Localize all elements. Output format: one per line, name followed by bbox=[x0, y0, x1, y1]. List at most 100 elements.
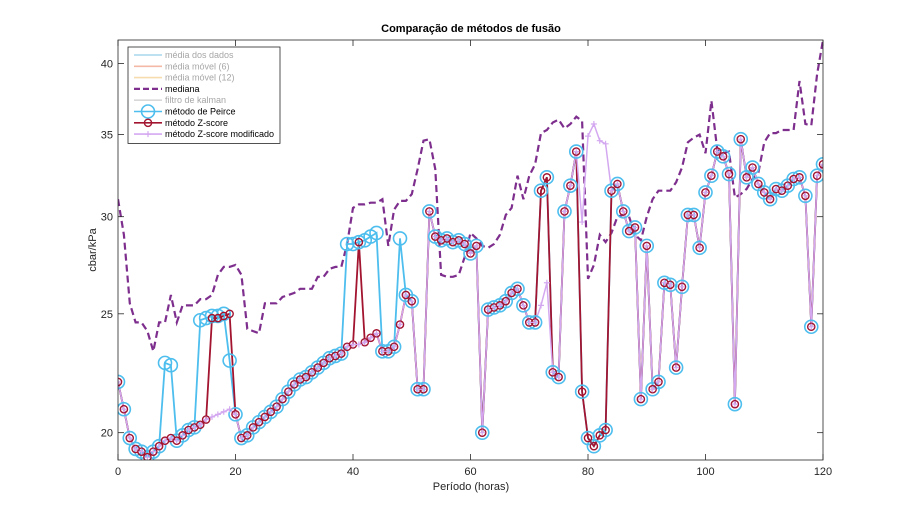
mod-zscore-point bbox=[344, 343, 351, 350]
peirce-point bbox=[809, 168, 823, 183]
mod-zscore-point bbox=[543, 279, 550, 286]
zscore-point bbox=[225, 309, 234, 319]
peirce-point bbox=[392, 231, 408, 246]
zscore-point bbox=[589, 441, 599, 451]
peirce-point bbox=[474, 425, 490, 440]
mod-zscore-point bbox=[749, 164, 756, 171]
zscore-point bbox=[730, 399, 740, 409]
mod-zscore-point bbox=[814, 172, 821, 179]
mod-zscore-point bbox=[579, 219, 586, 226]
mod-zscore-point bbox=[397, 321, 403, 328]
zscore-point bbox=[401, 290, 411, 300]
mod-zscore-point bbox=[467, 250, 474, 257]
zscore-point bbox=[289, 380, 299, 389]
mod-zscore-point bbox=[790, 175, 797, 182]
legend-box bbox=[127, 46, 281, 144]
mod-zscore-point bbox=[350, 341, 356, 348]
peirce-point bbox=[733, 131, 749, 147]
zscore-point bbox=[595, 431, 605, 440]
mod-zscore-point bbox=[773, 186, 779, 193]
zscore-point bbox=[201, 415, 211, 424]
zscore-point bbox=[477, 428, 487, 437]
chart-title: Comparação de métodos de fusão bbox=[381, 23, 561, 35]
zscore-point bbox=[542, 173, 552, 182]
peirce-point bbox=[815, 157, 823, 172]
zscore-point bbox=[748, 163, 757, 172]
mod-zscore-point bbox=[696, 244, 703, 251]
peirce-point bbox=[727, 396, 743, 412]
mod-zscore-point bbox=[714, 148, 721, 155]
zscore-point bbox=[472, 241, 481, 251]
legend-label: filtro de kalman bbox=[165, 95, 226, 105]
mod-zscore-point bbox=[138, 448, 145, 455]
mod-zscore-point bbox=[549, 369, 556, 376]
mod-zscore-point bbox=[373, 330, 380, 337]
peirce-point bbox=[657, 275, 672, 291]
mod-zscore-point bbox=[408, 298, 415, 305]
peirce-point bbox=[222, 353, 237, 368]
zscore-point bbox=[630, 223, 640, 232]
mod-zscore-point bbox=[226, 406, 233, 413]
peirce-point bbox=[198, 310, 214, 326]
zscore-point bbox=[665, 280, 675, 290]
peirce-point bbox=[615, 204, 631, 219]
peirce-point bbox=[204, 308, 220, 324]
y-tick-label: 40 bbox=[101, 58, 113, 70]
zscore-point bbox=[360, 337, 370, 347]
peirce-point bbox=[516, 298, 531, 313]
mod-zscore-point bbox=[661, 279, 668, 286]
zscore-point bbox=[660, 278, 669, 288]
mod-zscore-point bbox=[126, 435, 133, 442]
mod-zscore-point bbox=[555, 374, 562, 381]
mod-zscore-point bbox=[643, 242, 650, 249]
zscore-point bbox=[313, 363, 323, 372]
mod-zscore-point bbox=[538, 302, 544, 309]
x-tick-label: 40 bbox=[347, 466, 359, 478]
mod-zscore-point bbox=[561, 208, 568, 215]
mod-zscore-point bbox=[679, 283, 685, 290]
legend-label: método Z-score bbox=[165, 118, 228, 128]
mod-zscore-point bbox=[120, 406, 127, 413]
zscore-point bbox=[754, 179, 763, 189]
zscore-point bbox=[254, 417, 264, 427]
peirce-point bbox=[404, 293, 420, 309]
mod-zscore-point bbox=[485, 306, 492, 313]
legend-marker bbox=[145, 131, 151, 138]
mod-zscore-point bbox=[118, 378, 121, 385]
mod-zscore-point bbox=[526, 319, 533, 326]
mod-zscore-point bbox=[502, 298, 509, 305]
mod-zscore-point bbox=[708, 172, 715, 179]
zscore-point bbox=[571, 147, 581, 156]
zscore-point bbox=[178, 431, 187, 440]
zscore-point bbox=[466, 249, 475, 258]
zscore-point bbox=[712, 147, 722, 156]
zscore-point bbox=[577, 387, 587, 396]
zscore-point bbox=[372, 329, 381, 338]
mod-zscore-point bbox=[156, 443, 163, 450]
series-mediana-line bbox=[118, 40, 823, 352]
mod-zscore-point bbox=[191, 424, 198, 431]
mod-zscore-point bbox=[655, 378, 662, 385]
legend-label: mediana bbox=[165, 84, 200, 94]
zscore-point bbox=[436, 235, 446, 245]
zscore-point bbox=[501, 296, 511, 306]
y-tick-label: 20 bbox=[101, 428, 113, 440]
zscore-point bbox=[248, 423, 258, 432]
peirce-point bbox=[563, 178, 578, 193]
mod-zscore-point bbox=[420, 386, 427, 393]
peirce-point bbox=[557, 204, 572, 219]
zscore-point bbox=[560, 207, 569, 216]
mod-zscore-point bbox=[379, 348, 386, 355]
mod-zscore-point bbox=[285, 388, 292, 395]
mod-zscore-point bbox=[209, 413, 215, 420]
zscore-point bbox=[148, 447, 158, 456]
mod-zscore-point bbox=[514, 285, 521, 292]
mod-zscore-point bbox=[637, 396, 644, 403]
zscore-point bbox=[718, 152, 728, 161]
peirce-point bbox=[639, 238, 655, 254]
zscore-point bbox=[607, 186, 616, 196]
mod-zscore-point bbox=[508, 289, 515, 296]
zscore-point bbox=[671, 363, 681, 372]
zscore-point bbox=[554, 372, 563, 382]
